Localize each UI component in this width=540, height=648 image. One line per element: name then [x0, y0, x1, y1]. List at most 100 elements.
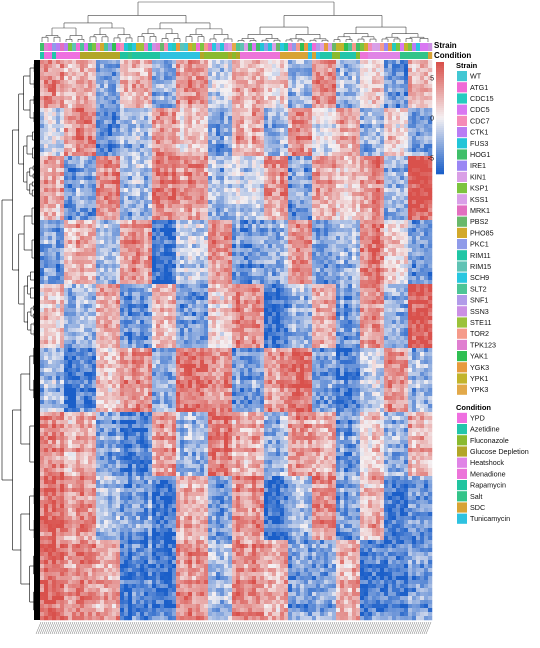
heatmap-cell	[136, 160, 141, 165]
heatmap-cell	[204, 96, 209, 101]
heatmap-cell	[188, 112, 193, 117]
heatmap-cell	[152, 156, 157, 161]
heatmap-cell	[168, 148, 173, 153]
heatmap-cell	[140, 204, 145, 209]
heatmap-cell	[156, 192, 161, 197]
heatmap-cell	[176, 100, 181, 105]
strain-annotation-cell	[260, 43, 265, 51]
heatmap-cell	[348, 76, 353, 81]
heatmap-cell	[428, 136, 433, 141]
heatmap-cell	[428, 72, 433, 77]
heatmap-cell	[212, 92, 217, 97]
heatmap-cell	[408, 68, 413, 73]
heatmap-cell	[164, 88, 169, 93]
heatmap-cell	[368, 64, 373, 69]
heatmap-cell	[356, 164, 361, 169]
heatmap-cell	[244, 180, 249, 185]
heatmap-cell	[148, 216, 153, 221]
heatmap-cell	[236, 84, 241, 89]
heatmap-cell	[296, 108, 301, 113]
heatmap-cell	[368, 124, 373, 129]
heatmap-cell	[116, 60, 121, 65]
heatmap-cell	[208, 104, 213, 109]
heatmap-cell	[316, 104, 321, 109]
heatmap-cell	[256, 216, 261, 221]
heatmap-cell	[428, 112, 433, 117]
heatmap-cell	[40, 216, 45, 221]
heatmap-cell	[420, 188, 425, 193]
heatmap-cell	[140, 216, 145, 221]
heatmap-cell	[116, 76, 121, 81]
heatmap-cell	[244, 84, 249, 89]
heatmap-cell	[248, 160, 253, 165]
heatmap-cell	[364, 144, 369, 149]
heatmap-cell	[324, 108, 329, 113]
heatmap-cell	[128, 64, 133, 69]
heatmap-cell	[108, 84, 113, 89]
heatmap-cell	[148, 112, 153, 117]
heatmap-cell	[304, 116, 309, 121]
heatmap-cell	[60, 132, 65, 137]
strain-annotation-cell	[276, 43, 281, 51]
condition-annotation-cell	[156, 52, 161, 59]
heatmap-cell	[396, 168, 401, 173]
strain-annotation-cell	[344, 43, 349, 51]
heatmap-cell	[280, 132, 285, 137]
heatmap-cell	[304, 124, 309, 129]
heatmap-cell	[72, 120, 77, 125]
heatmap-cell	[272, 200, 277, 205]
heatmap-cell	[108, 136, 113, 141]
heatmap-cell	[124, 184, 129, 189]
heatmap-cell	[224, 200, 229, 205]
heatmap-cell	[140, 168, 145, 173]
heatmap-cell	[168, 108, 173, 113]
strain-annotation-cell	[308, 43, 313, 51]
heatmap-cell	[292, 132, 297, 137]
heatmap-cell	[244, 72, 249, 77]
condition-annotation-cell	[184, 52, 189, 59]
heatmap-cell	[264, 72, 269, 77]
condition-annotation-cell	[192, 52, 197, 59]
heatmap-cell	[380, 128, 385, 133]
heatmap-cell	[404, 68, 409, 73]
heatmap-cell	[124, 68, 129, 73]
heatmap-cell	[100, 76, 105, 81]
heatmap-cell	[152, 60, 157, 65]
heatmap-cell	[376, 136, 381, 141]
heatmap-cell	[256, 108, 261, 113]
heatmap-cell	[372, 76, 377, 81]
heatmap-cell	[140, 108, 145, 113]
heatmap-cell	[340, 88, 345, 93]
heatmap-cell	[372, 124, 377, 129]
heatmap-cell	[48, 76, 53, 81]
heatmap-cell	[348, 104, 353, 109]
heatmap-cell	[108, 72, 113, 77]
heatmap-cell	[200, 144, 205, 149]
heatmap-cell	[300, 160, 305, 165]
heatmap-cell	[424, 128, 429, 133]
heatmap-cell	[172, 120, 177, 125]
heatmap-cell	[336, 208, 341, 213]
heatmap-cell	[260, 196, 265, 201]
heatmap-cell	[52, 84, 57, 89]
heatmap-cell	[360, 68, 365, 73]
heatmap-cell	[80, 212, 85, 217]
heatmap-cell	[348, 188, 353, 193]
heatmap-cell	[132, 152, 137, 157]
heatmap-cell	[356, 192, 361, 197]
heatmap-cell	[232, 212, 237, 217]
heatmap-cell	[148, 160, 153, 165]
heatmap-cell	[384, 88, 389, 93]
heatmap-cell	[344, 160, 349, 165]
heatmap-cell	[336, 148, 341, 153]
heatmap-cell	[224, 128, 229, 133]
heatmap-cell	[60, 108, 65, 113]
heatmap-cell	[180, 112, 185, 117]
heatmap-cell	[104, 144, 109, 149]
heatmap-cell	[324, 216, 329, 221]
heatmap-cell	[52, 148, 57, 153]
heatmap-cell	[68, 60, 73, 65]
heatmap-cell	[64, 212, 69, 217]
heatmap-cell	[312, 176, 317, 181]
heatmap-cell	[300, 88, 305, 93]
